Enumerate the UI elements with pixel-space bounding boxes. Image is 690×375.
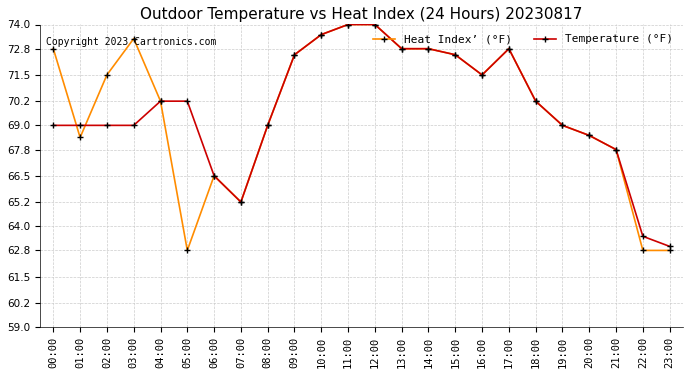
Title: Outdoor Temperature vs Heat Index (24 Hours) 20230817: Outdoor Temperature vs Heat Index (24 Ho…	[140, 7, 582, 22]
Text: Copyright 2023 Cartronics.com: Copyright 2023 Cartronics.com	[46, 37, 217, 46]
Legend: Heat Index’ (°F), Temperature (°F): Heat Index’ (°F), Temperature (°F)	[368, 30, 678, 49]
